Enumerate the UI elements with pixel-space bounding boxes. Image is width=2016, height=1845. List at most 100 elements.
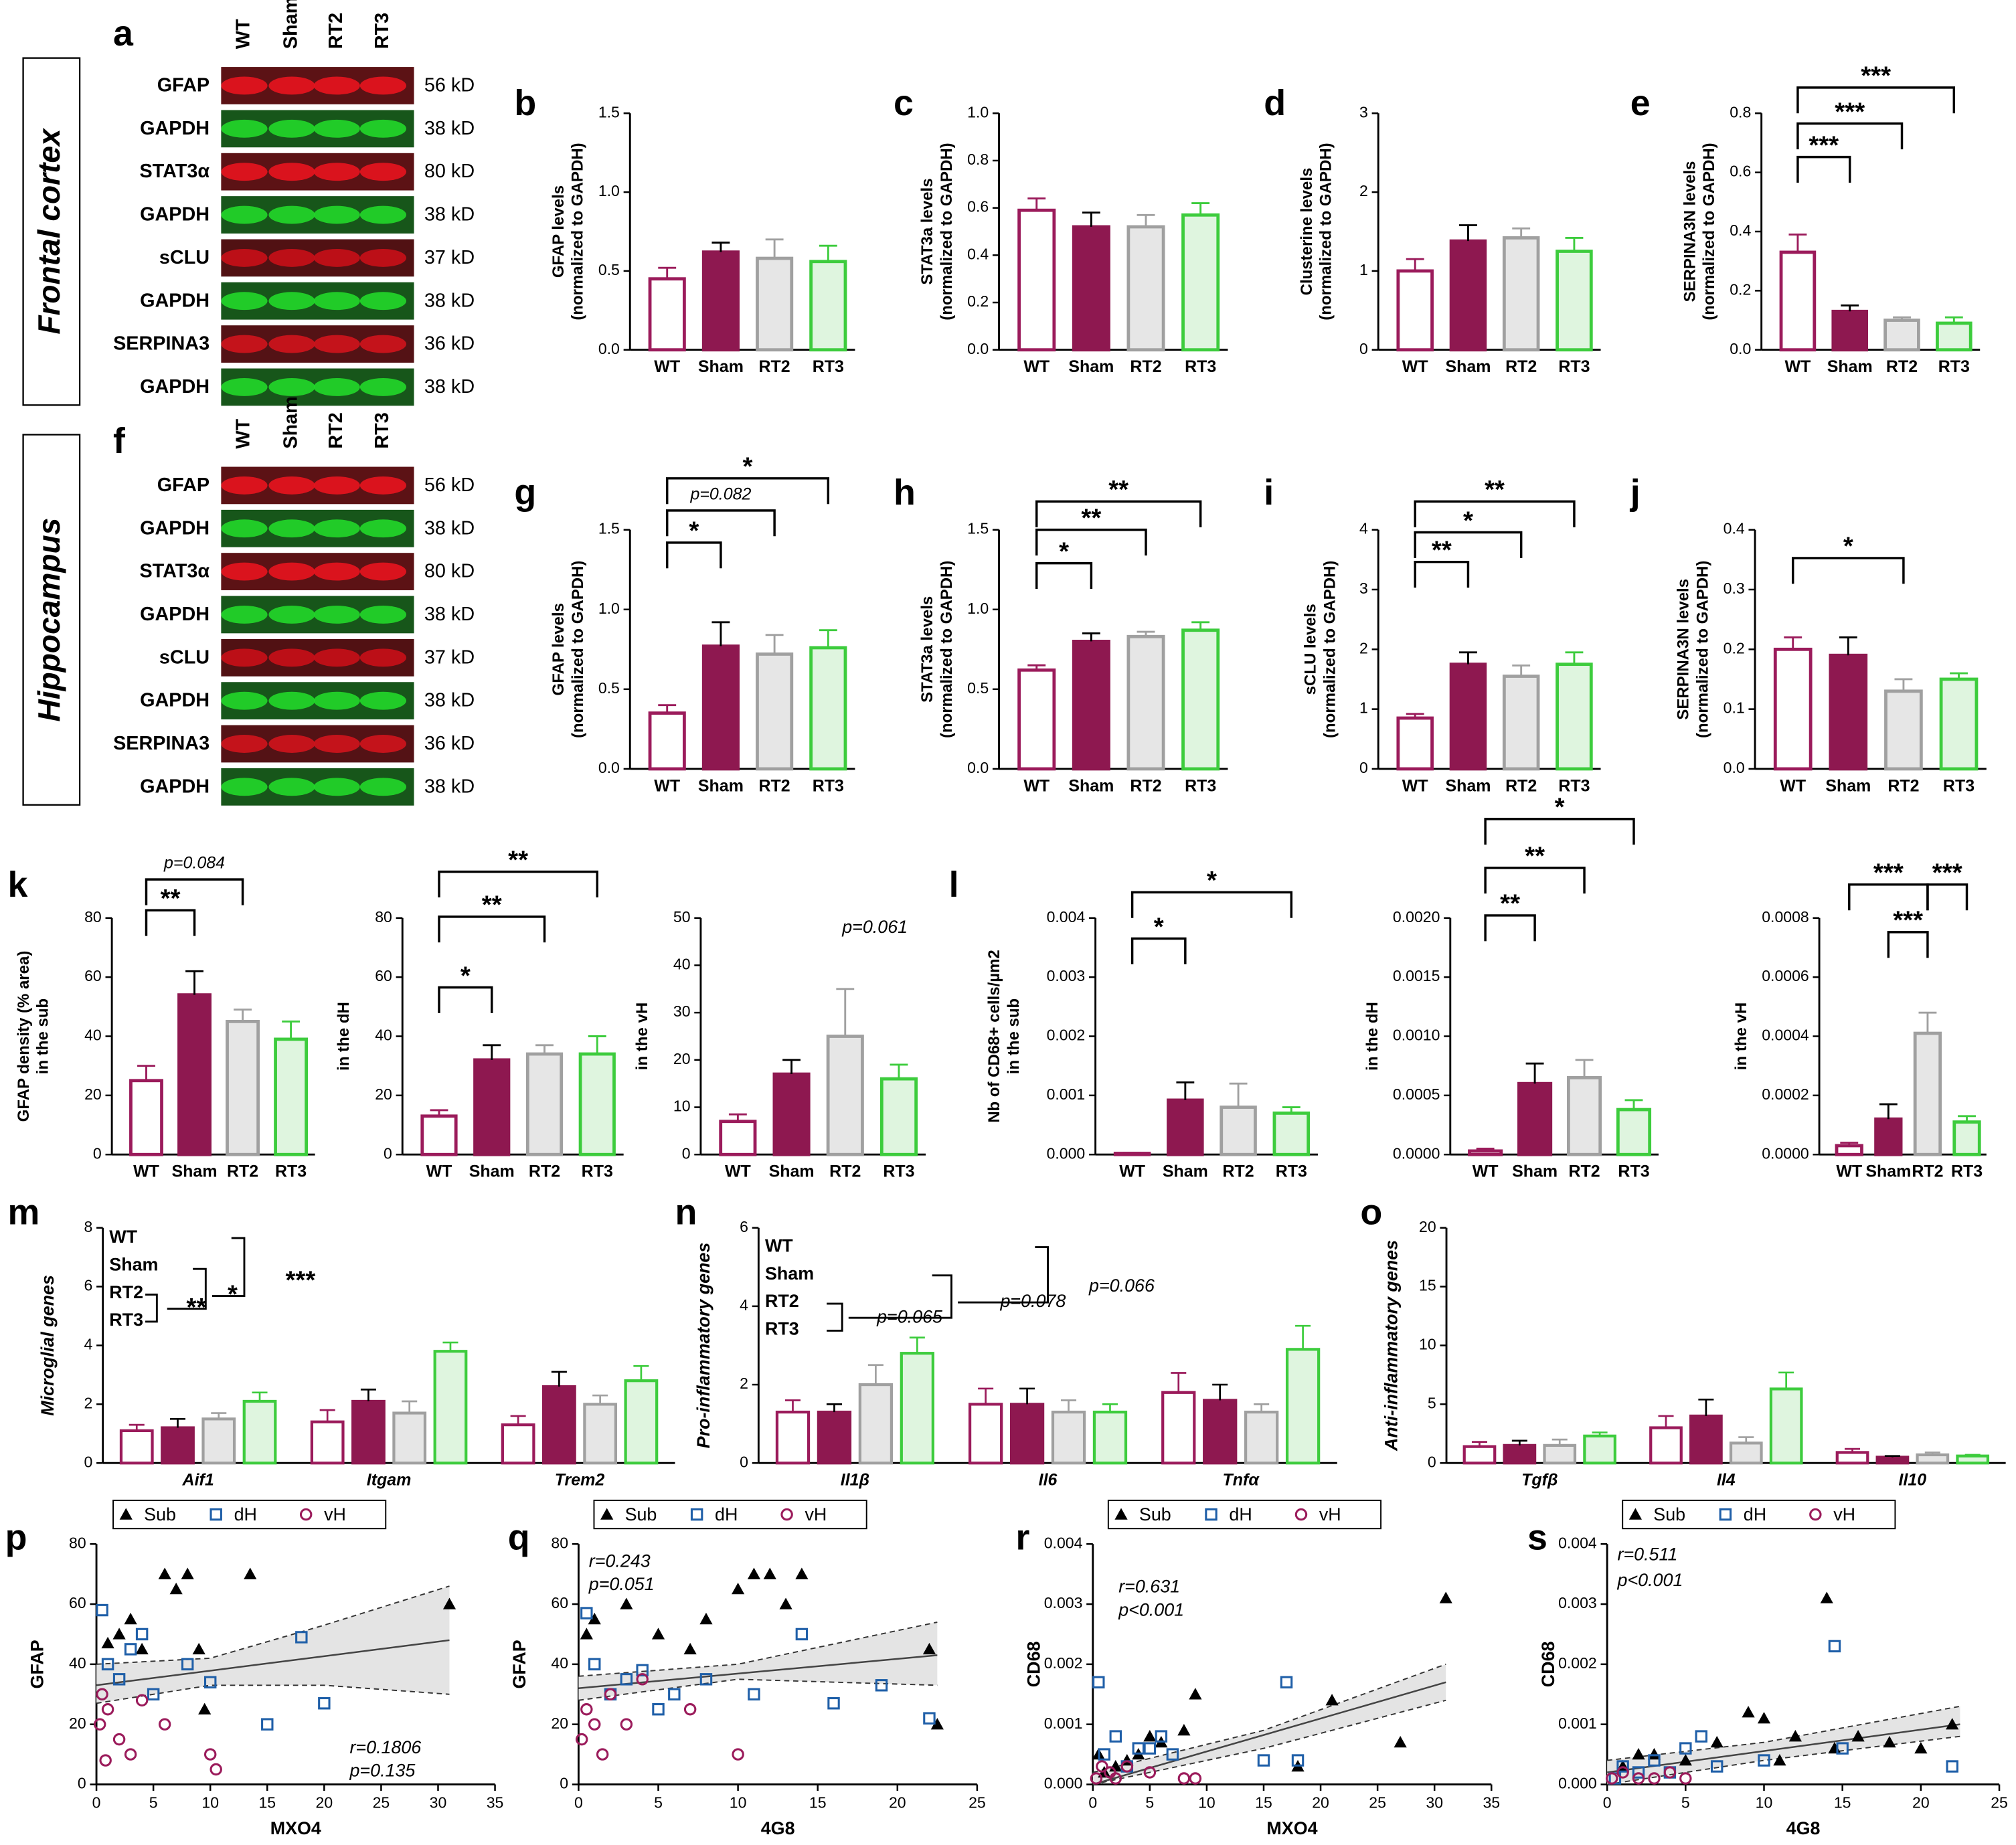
blot-band xyxy=(359,335,407,353)
region-label: Frontal cortex xyxy=(31,127,66,335)
error-bar xyxy=(1698,1398,1714,1416)
protein-label: STAT3α xyxy=(139,161,209,182)
significance-label: ** xyxy=(1525,842,1545,871)
x-tick-label: RT3 xyxy=(1558,776,1590,795)
point xyxy=(135,1628,149,1641)
y-tick-label: 0 xyxy=(740,1453,748,1470)
significance-label: ** xyxy=(482,891,502,919)
point xyxy=(1143,1766,1157,1779)
x-tick-label: RT3 xyxy=(1185,776,1216,795)
blot-band xyxy=(359,648,407,667)
error-bar xyxy=(1944,316,1963,323)
bar xyxy=(1831,309,1869,352)
bar xyxy=(433,1350,468,1465)
point xyxy=(699,1612,713,1625)
blot-band xyxy=(359,76,407,95)
significance-bracket xyxy=(1926,883,1968,911)
x-axis-label: 4G8 xyxy=(761,1818,795,1838)
x-tick-label: RT2 xyxy=(1130,357,1161,376)
point xyxy=(1632,1747,1645,1760)
y-axis-label: GFAP density (% area) xyxy=(15,951,33,1122)
y-axis-label: (normalized to GAPDH) xyxy=(1317,143,1335,320)
y-tick-label: 60 xyxy=(69,1594,86,1611)
x-tick-label: Sham xyxy=(1827,357,1873,376)
point xyxy=(596,1748,609,1761)
x-tick-label: 15 xyxy=(258,1793,276,1811)
y-tick-label: 8 xyxy=(84,1218,92,1235)
blot-band xyxy=(359,778,407,796)
significance-bracket xyxy=(1791,557,1905,584)
blot-band xyxy=(221,605,268,624)
point xyxy=(1205,1508,1217,1521)
significance-bracket xyxy=(1414,500,1576,527)
y-axis-label: STAT3a levels xyxy=(918,178,936,284)
legend-label: RT3 xyxy=(765,1319,799,1339)
y-tick-label: 20 xyxy=(1419,1218,1436,1235)
error-bar xyxy=(1624,1099,1643,1110)
point xyxy=(683,1703,697,1716)
significance-label: *** xyxy=(1893,906,1923,935)
bar xyxy=(1769,1387,1803,1465)
bar xyxy=(310,1420,345,1465)
blot-band xyxy=(268,605,315,624)
significance-label: ** xyxy=(1081,503,1101,532)
bar xyxy=(1779,250,1817,352)
x-tick-label: RT2 xyxy=(1505,357,1537,376)
size-label: 80 kD xyxy=(424,161,475,182)
point xyxy=(1883,1736,1896,1748)
y-axis-label: GFAP xyxy=(509,1640,529,1688)
x-tick-label: RT3 xyxy=(275,1162,307,1181)
x-tick-label: 15 xyxy=(809,1793,827,1811)
bar xyxy=(119,1429,154,1465)
y-tick-label: 0.2 xyxy=(967,292,989,310)
significance-label: ** xyxy=(508,845,528,874)
bar xyxy=(858,1383,894,1465)
x-tick-label: 5 xyxy=(1145,1793,1154,1811)
x-tick-label: WT xyxy=(426,1162,452,1181)
y-tick-label: 0 xyxy=(1359,759,1368,776)
point xyxy=(99,1754,112,1767)
y-axis-label: in the vH xyxy=(1732,1002,1750,1070)
bar xyxy=(648,711,686,771)
bar xyxy=(1952,1120,1981,1156)
y-tick-label: 30 xyxy=(673,1002,691,1020)
protein-label: sCLU xyxy=(159,646,209,668)
y-axis-label: in the dH xyxy=(1363,1002,1381,1071)
legend-label: vH xyxy=(1833,1504,1855,1524)
y-axis-label: (normalized to GAPDH) xyxy=(1694,561,1712,738)
y-tick-label: 1.5 xyxy=(598,103,620,120)
blot-band xyxy=(359,205,407,224)
y-tick-label: 0.000 xyxy=(1044,1775,1083,1792)
y-tick-label: 0.002 xyxy=(1558,1654,1597,1672)
annotation: *** xyxy=(285,1266,315,1295)
bar xyxy=(1913,1031,1942,1156)
confidence-bound xyxy=(1092,1699,1446,1785)
point xyxy=(1605,1772,1618,1785)
point xyxy=(112,1628,126,1640)
x-tick-label: Il4 xyxy=(1717,1471,1736,1490)
error-bar xyxy=(890,1063,908,1079)
error-bar xyxy=(1123,1152,1142,1154)
x-tick-label: 5 xyxy=(149,1793,158,1811)
bar xyxy=(1517,1081,1553,1156)
blot-band xyxy=(313,335,360,353)
x-tick-label: 0 xyxy=(1088,1793,1097,1811)
error-bar xyxy=(1924,1452,1940,1455)
error-bar xyxy=(1212,1383,1228,1401)
error-bar xyxy=(765,634,784,654)
size-label: 38 kD xyxy=(424,690,475,711)
significance-bracket xyxy=(665,509,776,537)
y-tick-label: 0.0006 xyxy=(1762,967,1809,984)
point xyxy=(1946,1718,1959,1730)
bar xyxy=(1729,1441,1763,1465)
bar xyxy=(1203,1399,1238,1465)
bar xyxy=(1502,236,1540,352)
y-tick-label: 0.0010 xyxy=(1393,1027,1440,1044)
x-tick-label: WT xyxy=(1473,1162,1499,1181)
point xyxy=(124,1612,137,1625)
error-bar xyxy=(1551,1438,1568,1445)
y-axis-label: CD68 xyxy=(1023,1641,1043,1687)
point xyxy=(620,1718,633,1731)
error-bar xyxy=(1406,258,1424,271)
blot-band xyxy=(313,605,360,624)
